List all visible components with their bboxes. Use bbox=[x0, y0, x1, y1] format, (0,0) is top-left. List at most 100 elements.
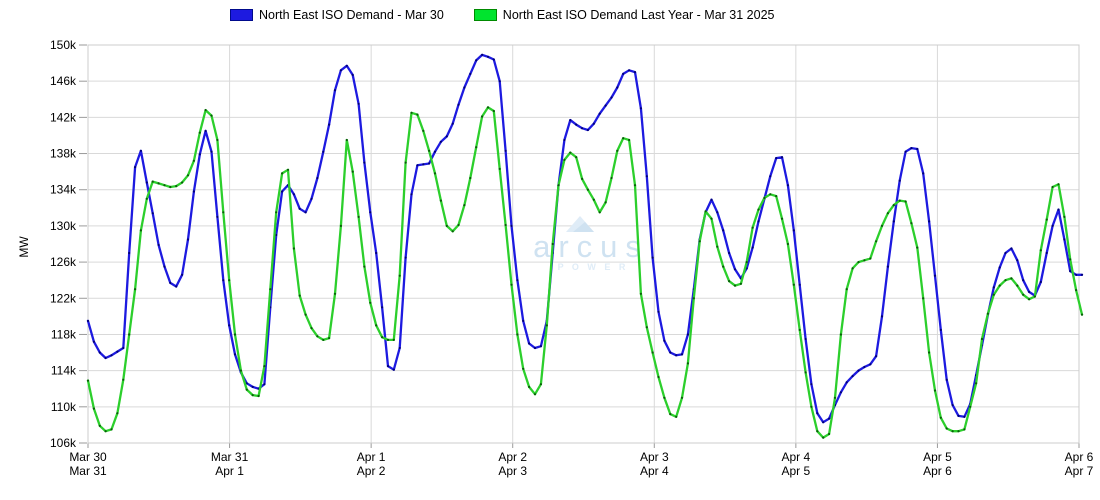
x-tick-label-current: Apr 1 bbox=[357, 450, 386, 464]
y-tick-label: 122k bbox=[50, 291, 77, 305]
series-point-marker bbox=[345, 138, 348, 142]
series-point-marker bbox=[675, 415, 678, 418]
series-point-marker bbox=[816, 412, 819, 415]
series-point-marker bbox=[980, 337, 984, 341]
series-point-marker bbox=[422, 163, 425, 166]
legend-item-current[interactable]: North East ISO Demand - Mar 30 bbox=[230, 8, 444, 22]
series-point-marker bbox=[798, 283, 801, 286]
legend-label-current: North East ISO Demand - Mar 30 bbox=[259, 8, 444, 22]
series-point-marker bbox=[810, 383, 813, 386]
series-point-marker bbox=[416, 164, 419, 167]
series-point-marker bbox=[1010, 247, 1013, 250]
series-point-marker bbox=[169, 185, 172, 189]
x-tick-label-current: Apr 6 bbox=[1065, 450, 1094, 464]
series-point-marker bbox=[481, 53, 484, 57]
y-tick-label: 114k bbox=[51, 364, 77, 378]
x-tick-label-last-year: Apr 2 bbox=[357, 464, 386, 478]
series-point-marker bbox=[545, 324, 548, 327]
series-point-marker bbox=[633, 71, 637, 74]
series-point-marker bbox=[922, 297, 925, 300]
series-point-marker bbox=[233, 333, 237, 336]
series-point-marker bbox=[657, 375, 660, 379]
series-point-marker bbox=[716, 211, 719, 214]
series-point-marker bbox=[751, 226, 754, 229]
series-point-marker bbox=[1063, 215, 1066, 218]
series-point-marker bbox=[181, 273, 184, 276]
series-point-marker bbox=[604, 201, 607, 204]
series-point-marker bbox=[951, 403, 954, 407]
series-point-marker bbox=[622, 72, 625, 75]
series-point-marker bbox=[157, 243, 160, 246]
series-point-marker bbox=[798, 328, 801, 331]
series-point-marker bbox=[863, 365, 866, 369]
series-point-marker bbox=[181, 181, 184, 184]
series-point-marker bbox=[704, 210, 707, 213]
series-point-marker bbox=[986, 312, 990, 315]
series-point-marker bbox=[928, 220, 931, 223]
series-point-marker bbox=[469, 176, 472, 180]
series-point-marker bbox=[498, 80, 501, 83]
series-point-marker bbox=[910, 222, 913, 225]
series-point-marker bbox=[410, 193, 413, 196]
series-point-marker bbox=[151, 180, 154, 183]
series-point-marker bbox=[1075, 289, 1078, 292]
series-point-marker bbox=[210, 114, 213, 117]
series-point-marker bbox=[428, 162, 431, 165]
x-tick-label-current: Apr 4 bbox=[782, 450, 811, 464]
series-point-marker bbox=[457, 103, 460, 106]
series-point-marker bbox=[310, 197, 313, 200]
series-point-marker bbox=[528, 342, 531, 345]
y-tick-label: 126k bbox=[50, 255, 77, 269]
series-point-marker bbox=[439, 140, 442, 143]
series-point-marker bbox=[645, 326, 648, 329]
series-point-marker bbox=[728, 251, 731, 255]
series-point-marker bbox=[1010, 277, 1013, 280]
series-point-marker bbox=[810, 405, 813, 408]
legend-item-last-year[interactable]: North East ISO Demand Last Year - Mar 31… bbox=[473, 8, 775, 22]
series-point-marker bbox=[251, 385, 254, 388]
x-tick-label-last-year: Apr 5 bbox=[782, 464, 811, 478]
series-point-marker bbox=[592, 198, 595, 201]
series-point-marker bbox=[669, 351, 672, 354]
series-point-marker bbox=[775, 157, 778, 160]
series-point-marker bbox=[486, 106, 490, 109]
x-tick-label-current: Apr 2 bbox=[498, 450, 527, 464]
series-point-marker bbox=[204, 109, 207, 112]
series-point-marker bbox=[869, 257, 872, 260]
series-point-marker bbox=[533, 393, 537, 396]
series-point-marker bbox=[516, 333, 519, 336]
series-point-marker bbox=[281, 190, 284, 193]
series-point-marker bbox=[539, 345, 543, 348]
series-point-marker bbox=[410, 111, 413, 114]
series-point-marker bbox=[175, 185, 178, 188]
series-point-marker bbox=[757, 208, 760, 211]
plot-border bbox=[87, 44, 1080, 444]
series-point-marker bbox=[651, 256, 654, 259]
series-point-marker bbox=[398, 346, 401, 350]
series-point-marker bbox=[1051, 224, 1054, 227]
series-point-marker bbox=[898, 179, 901, 182]
series-point-marker bbox=[539, 383, 543, 386]
series-point-marker bbox=[780, 156, 784, 159]
series-point-marker bbox=[263, 365, 266, 368]
legend-label-last-year: North East ISO Demand Last Year - Mar 31… bbox=[502, 8, 775, 22]
series-point-marker bbox=[128, 251, 131, 255]
series-line-last-year[interactable] bbox=[86, 106, 1084, 439]
x-tick-label-current: Mar 31 bbox=[211, 450, 249, 464]
y-tick-label: 130k bbox=[50, 219, 77, 233]
series-point-marker bbox=[904, 150, 907, 153]
series-point-marker bbox=[904, 200, 907, 203]
series-point-marker bbox=[86, 319, 90, 322]
series-point-marker bbox=[933, 389, 937, 392]
legend-swatch-last-year-icon bbox=[473, 9, 497, 21]
series-point-marker bbox=[680, 353, 684, 356]
series-point-marker bbox=[581, 127, 584, 130]
watermark-name: arcus bbox=[533, 229, 649, 264]
series-point-marker bbox=[916, 147, 919, 151]
series-point-marker bbox=[375, 324, 378, 327]
series-point-marker bbox=[528, 385, 531, 388]
series-point-marker bbox=[251, 394, 254, 397]
series-point-marker bbox=[110, 428, 113, 431]
series-point-marker bbox=[1080, 313, 1084, 316]
